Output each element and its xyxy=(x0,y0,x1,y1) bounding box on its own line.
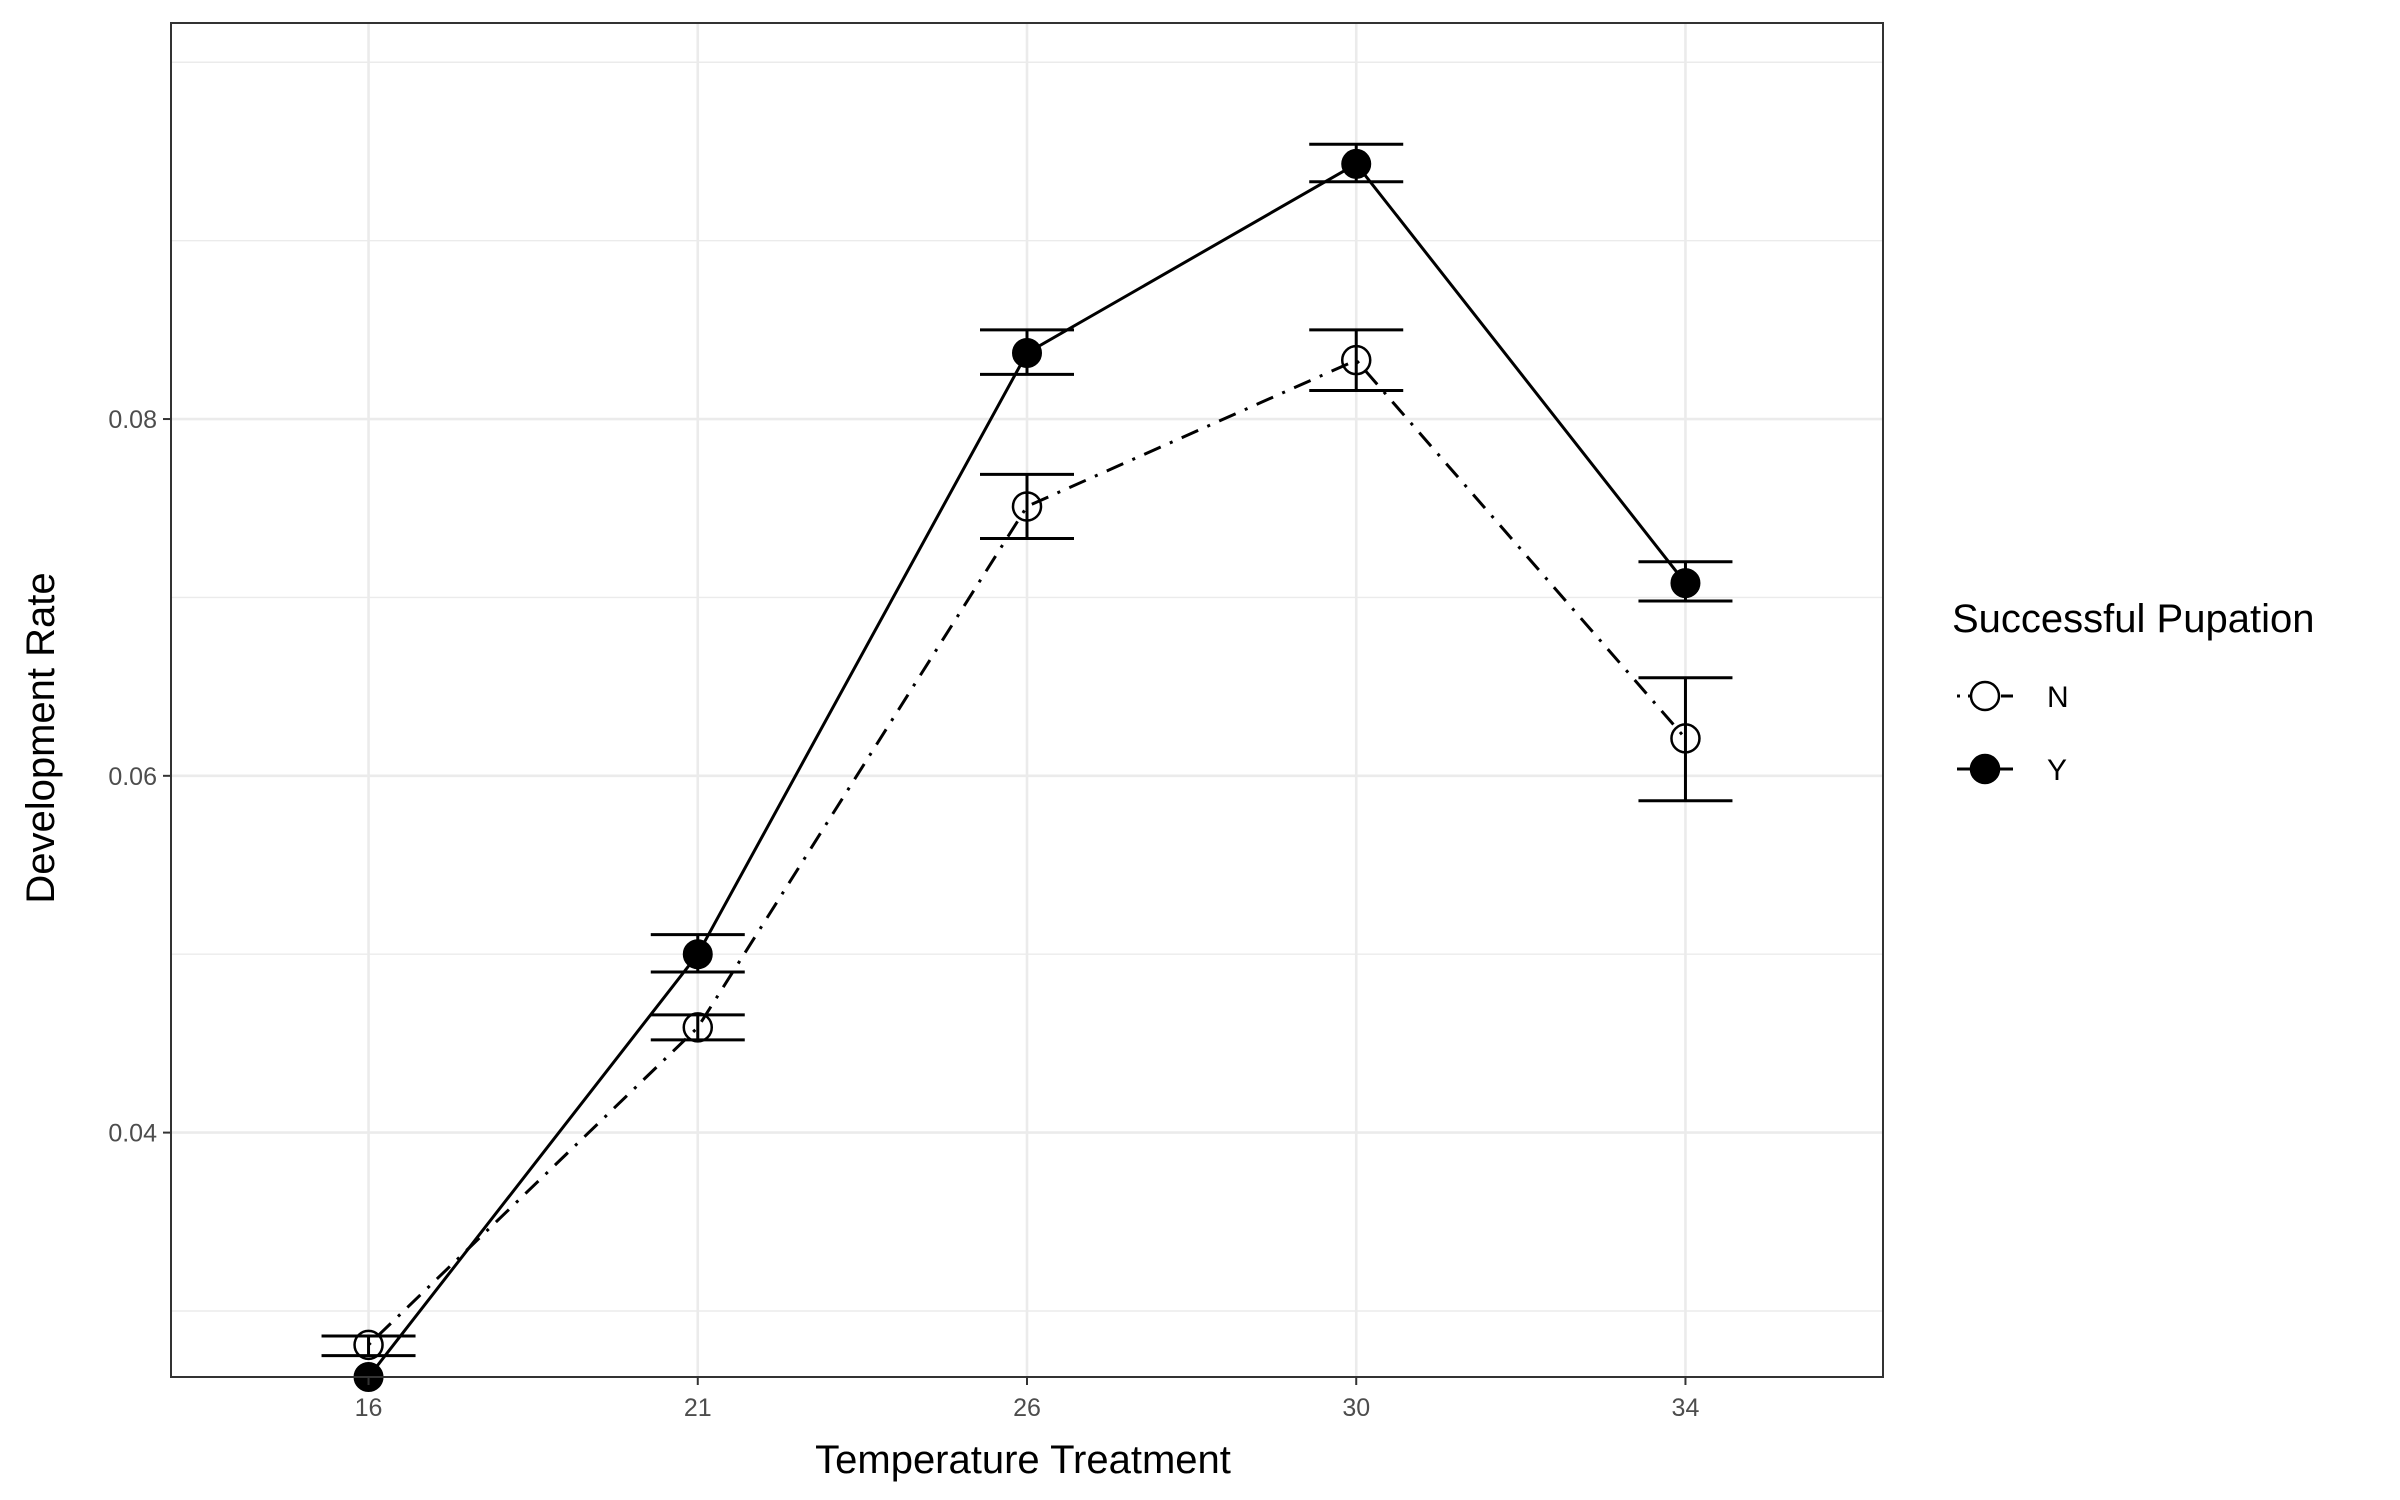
data-point xyxy=(1011,491,1043,522)
data-point xyxy=(682,1012,714,1043)
x-tick-label: 30 xyxy=(1342,1394,1370,1422)
data-point xyxy=(1670,568,1701,599)
error-bar xyxy=(1638,676,1733,803)
series-layer xyxy=(321,142,1733,1392)
y-axis-title: Development Rate xyxy=(19,572,63,903)
series-N xyxy=(321,328,1733,1361)
legend-label: N xyxy=(2047,681,2069,714)
series-line xyxy=(367,358,1687,1346)
legend-label: Y xyxy=(2047,754,2067,787)
x-axis-title: Temperature Treatment xyxy=(815,1438,1231,1482)
error-bar xyxy=(980,472,1074,541)
legend-title: Successful Pupation xyxy=(1952,597,2314,641)
x-tick-label: 21 xyxy=(684,1394,712,1422)
y-tick-label: 0.04 xyxy=(108,1120,157,1148)
error-bar xyxy=(650,1013,745,1042)
legend: Successful Pupation NY xyxy=(1952,597,2314,787)
x-tick-label: 16 xyxy=(355,1394,383,1422)
data-point xyxy=(1670,723,1701,754)
data-point xyxy=(353,1329,384,1361)
x-tick-label: 26 xyxy=(1013,1394,1041,1422)
axes: 0.04 0.06 0.08 16 21 26 30 34 xyxy=(108,406,1699,1422)
y-tick-label: 0.08 xyxy=(108,406,157,434)
data-point xyxy=(682,939,713,970)
x-tick-label: 34 xyxy=(1672,1394,1700,1422)
legend-item-Y: Y xyxy=(1957,753,2067,787)
data-point xyxy=(1340,344,1372,376)
error-bar xyxy=(1309,328,1404,392)
series-Y xyxy=(353,142,1733,1392)
legend-items: NY xyxy=(1957,680,2069,787)
legend-key-marker xyxy=(1969,753,2001,785)
data-point xyxy=(1012,338,1042,369)
y-tick-label: 0.06 xyxy=(108,763,157,791)
legend-key-marker xyxy=(1969,680,2001,712)
legend-item-N: N xyxy=(1957,680,2069,714)
data-point xyxy=(1341,148,1372,179)
